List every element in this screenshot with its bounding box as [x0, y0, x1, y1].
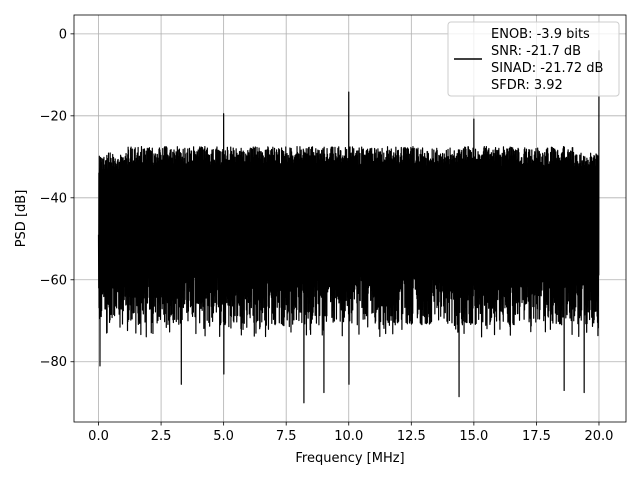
y-axis-label: PSD [dB] [14, 190, 29, 248]
legend-line-sinad: SINAD: -21.72 dB [491, 61, 603, 76]
x-tick-label: 10.0 [334, 429, 363, 444]
x-tick-label: 12.5 [397, 429, 426, 444]
legend-line-snr: SNR: -21.7 dB [491, 44, 581, 59]
x-axis-label: Frequency [MHz] [295, 451, 404, 466]
y-tick-label: −20 [40, 109, 67, 124]
y-tick-label: −60 [40, 273, 67, 288]
x-tick-label: 2.5 [151, 429, 172, 444]
x-tick-label: 7.5 [276, 429, 297, 444]
legend-box [447, 21, 620, 97]
y-tick-label: −80 [40, 355, 67, 370]
legend: ENOB: -3.9 bits SNR: -21.7 dB SINAD: -21… [447, 21, 620, 97]
axes-frame [73, 14, 627, 423]
x-tick-label: 20.0 [584, 429, 613, 444]
x-tick-label: 5.0 [213, 429, 234, 444]
legend-line-enob: ENOB: -3.9 bits [491, 27, 590, 42]
y-axis: 0 −20 −40 −60 −80 [40, 27, 74, 370]
psd-series-line [97, 50, 600, 404]
x-tick-label: 17.5 [522, 429, 551, 444]
x-axis: 0.0 2.5 5.0 7.5 10.0 12.5 15.0 17.5 20.0 [88, 422, 613, 444]
plot-area [97, 50, 600, 404]
legend-line-sfdr: SFDR: 3.92 [491, 78, 563, 93]
x-tick-label: 15.0 [459, 429, 488, 444]
x-tick-label: 0.0 [88, 429, 109, 444]
y-tick-label: −40 [40, 191, 67, 206]
y-tick-label: 0 [59, 27, 67, 42]
